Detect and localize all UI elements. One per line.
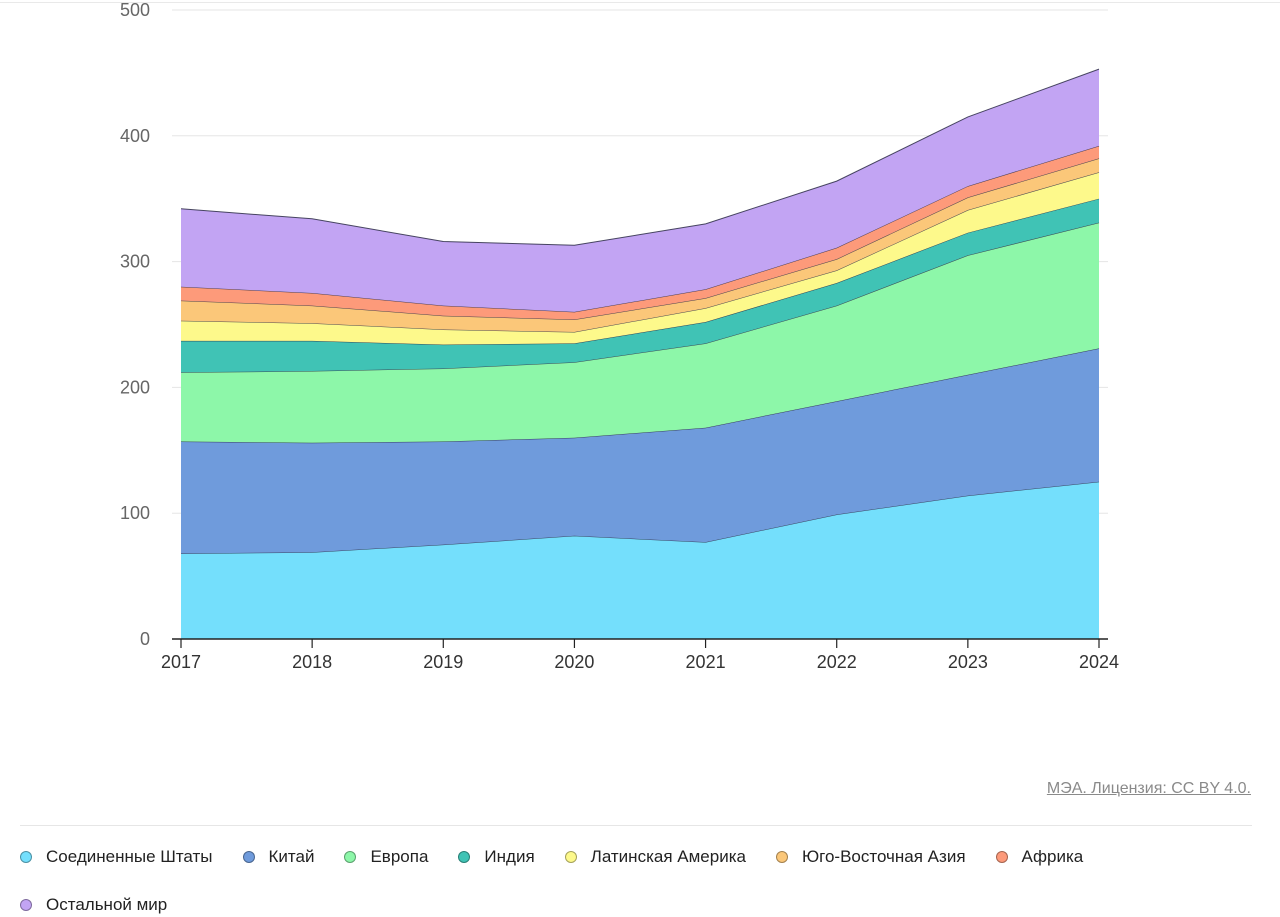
legend-item[interactable]: Африка	[995, 847, 1084, 867]
area-series-5	[181, 158, 1099, 332]
x-tick-labels: 2017 2018 2019 2020 2021 2022 2023 2024	[161, 652, 1119, 672]
legend-dot-icon	[775, 851, 788, 863]
legend-item[interactable]: Латинская Америка	[564, 847, 746, 867]
legend-item[interactable]: Китай	[242, 847, 315, 867]
area-series-3	[181, 198, 1099, 373]
legend-label: Китай	[268, 847, 315, 866]
legend-dot-icon	[564, 851, 577, 863]
x-tick-label: 2022	[817, 652, 857, 672]
y-tick-label: 400	[120, 126, 150, 146]
legend-item[interactable]: Соединенные Штаты	[20, 847, 213, 867]
area-series-0	[181, 481, 1099, 639]
axes	[172, 638, 1108, 648]
legend-item[interactable]: Остальной мир	[20, 895, 167, 915]
legend-label: Африка	[1021, 847, 1084, 866]
top-border	[0, 2, 1280, 3]
legend-label: Индия	[484, 847, 535, 866]
y-tick-label: 300	[120, 252, 150, 272]
y-tick-label: 200	[120, 377, 150, 397]
legend-dot-icon	[242, 851, 255, 863]
legend-label: Остальной мир	[46, 895, 168, 914]
legend-dot-icon	[20, 851, 32, 863]
area-series-top-line	[180, 68, 1100, 246]
x-tick-label: 2017	[161, 652, 201, 672]
legend: Соединенные Штаты Китай Европа Индия Латинск…	[20, 847, 1252, 915]
legend-dot-icon	[20, 899, 32, 911]
x-tick-label: 2018	[292, 652, 332, 672]
y-tick-labels: 0 100 200 300 400 500	[120, 0, 150, 649]
stacked-area-chart: 0 100 200 300 400 500 2017 2018 2019 2020 2021 202…	[120, 0, 1119, 672]
x-tick-label: 2020	[554, 652, 594, 672]
legend-dot-icon	[344, 851, 357, 863]
legend-dot-icon	[995, 851, 1008, 863]
legend-label: Латинская Америка	[590, 847, 746, 866]
x-tick-label: 2023	[948, 652, 988, 672]
y-tick-label: 0	[140, 629, 150, 649]
y-tick-label: 500	[120, 0, 150, 20]
legend-divider	[20, 825, 1252, 826]
legend-item[interactable]: Индия	[458, 847, 535, 867]
legend-label: Юго-Восточная Азия	[801, 847, 966, 866]
source-link[interactable]: МЭА. Лицензия: CC BY 4.0.	[1046, 780, 1251, 797]
legend-label: Соединенные Штаты	[46, 847, 213, 866]
legend-label: Европа	[370, 847, 429, 866]
legend-item[interactable]: Юго-Восточная Азия	[775, 847, 966, 867]
area-series	[180, 68, 1100, 639]
area-series-6	[181, 145, 1099, 320]
area-series-4	[181, 172, 1099, 345]
area-series-1	[181, 348, 1099, 554]
x-tick-label: 2021	[686, 652, 726, 672]
legend-item[interactable]: Европа	[344, 847, 428, 867]
x-tick-label: 2024	[1079, 652, 1119, 672]
area-series-2	[181, 222, 1099, 443]
x-tick-label: 2019	[423, 652, 463, 672]
y-tick-label: 100	[120, 503, 150, 523]
area-series-7	[181, 69, 1099, 312]
legend-dot-icon	[458, 851, 471, 863]
